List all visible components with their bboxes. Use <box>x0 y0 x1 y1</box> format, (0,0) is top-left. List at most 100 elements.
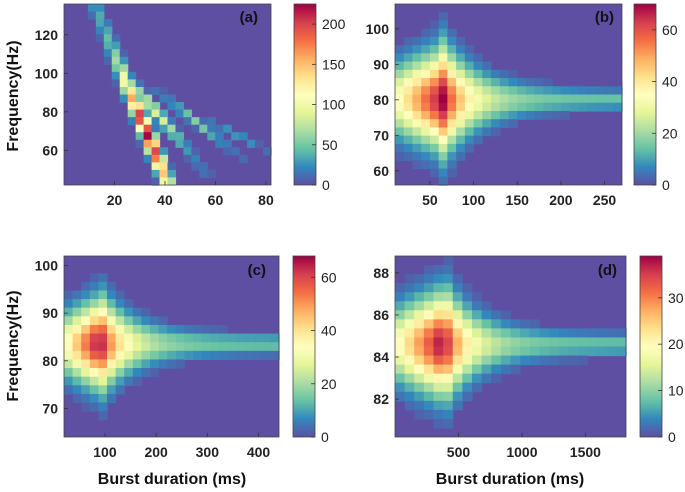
heatmap-cell <box>414 328 425 339</box>
heatmap-cell <box>199 117 208 126</box>
heatmap-cell <box>517 110 527 120</box>
heatmap-cell <box>158 324 168 335</box>
heatmap-cell <box>395 337 406 348</box>
heatmap-cell <box>456 119 466 129</box>
heatmap-cell <box>534 86 545 96</box>
x-ticks-a: 20 40 60 80 <box>107 181 274 208</box>
heatmap-cell <box>510 337 521 348</box>
heatmap-cell <box>95 11 105 20</box>
heatmap-cell <box>223 147 232 156</box>
heatmap-cell <box>443 265 454 275</box>
heatmap-cell <box>433 355 444 366</box>
heatmap-cell <box>456 78 466 87</box>
heatmap-cell <box>447 86 457 96</box>
heatmap-cell <box>438 86 448 96</box>
heatmap-cell <box>447 69 457 79</box>
heatmap-cell <box>111 56 121 65</box>
heatmap-cell <box>452 400 463 411</box>
colorbar-tick-label: 200 <box>322 16 346 32</box>
heatmap-cell <box>175 139 185 148</box>
colorbar-tick-label: 40 <box>321 323 337 339</box>
heatmap-cell <box>473 102 483 112</box>
heatmap-cell <box>143 154 153 163</box>
x-ticks-b: 50 100 150 200 250 <box>422 181 616 208</box>
heatmap-cell <box>414 355 425 366</box>
heatmap-cell <box>167 132 177 141</box>
heatmap-cell <box>395 391 406 402</box>
panel-label-d: (d) <box>598 262 617 279</box>
heatmap-cell <box>412 102 422 112</box>
heatmap-cell <box>543 110 553 120</box>
heatmap-cell <box>491 355 502 366</box>
heatmap-cell <box>429 94 440 104</box>
heatmap-c <box>64 256 280 437</box>
heatmap-cell <box>81 368 91 378</box>
heatmap-cell <box>464 69 475 79</box>
heatmap-cell <box>604 86 614 96</box>
heatmap-cell <box>481 364 492 375</box>
heatmap-cell <box>429 152 440 161</box>
heatmap-cell <box>443 319 454 329</box>
heatmap-cell <box>81 385 91 395</box>
heatmap-cell <box>464 119 475 129</box>
heatmap-cell <box>167 342 177 352</box>
heatmap-cell <box>423 319 435 329</box>
heatmap-cell <box>143 109 153 118</box>
heatmap-cell <box>414 409 425 420</box>
heatmap-cell <box>89 368 99 378</box>
heatmap-cell <box>499 110 510 120</box>
heatmap-cell <box>517 94 527 104</box>
panel-d: 500 1000 1500 82 84 86 88 (d) 0 10 20 30 <box>373 255 684 460</box>
heatmap-cell <box>529 328 540 339</box>
heatmap-cell <box>520 346 531 357</box>
plot-frame-c <box>63 255 280 438</box>
heatmap-cell <box>539 346 550 357</box>
heatmap-cell <box>433 418 444 429</box>
heatmap-cell <box>482 78 492 87</box>
heatmap-cell <box>577 355 589 366</box>
heatmap-cell <box>199 162 208 171</box>
heatmap-cell <box>414 400 425 411</box>
heatmap-cell <box>103 26 113 35</box>
heatmap-cell <box>568 346 579 357</box>
heatmap-cell <box>433 283 444 293</box>
x-ticks-d: 500 1000 1500 <box>447 433 601 460</box>
heatmap-cell <box>481 337 492 348</box>
heatmap-cell <box>464 45 475 54</box>
heatmap-cell <box>423 337 435 348</box>
heatmap-cell <box>98 290 108 300</box>
heatmap-cell <box>472 301 483 311</box>
heatmap-cell <box>151 139 161 148</box>
y-ticks-b: 60 70 80 90 100 <box>366 21 399 179</box>
heatmap-cell <box>456 102 466 112</box>
heatmap-cell <box>500 310 512 320</box>
heatmap-cell <box>64 324 74 335</box>
heatmap-cell <box>456 86 466 96</box>
heatmap-cell <box>595 102 606 112</box>
heatmap-cell <box>613 94 623 104</box>
heatmap-cell <box>452 373 463 384</box>
heatmap-cell <box>143 102 153 111</box>
heatmap-cell <box>115 368 125 378</box>
heatmap-cell <box>438 152 448 161</box>
heatmap-cell <box>158 316 168 326</box>
colorbar-tick-label: 0 <box>322 177 330 193</box>
heatmap-cell <box>414 391 425 402</box>
heatmap-cell <box>141 359 151 369</box>
heatmap-cell <box>103 34 113 43</box>
heatmap-cell <box>616 346 627 357</box>
heatmap-cell <box>151 132 161 141</box>
heatmap-cell <box>429 143 440 153</box>
colorbar-tick-label: 20 <box>662 125 678 141</box>
colorbar-ticks-d: 0 10 20 30 <box>658 290 684 445</box>
heatmap-cell <box>404 382 415 393</box>
heatmap-cell <box>560 110 571 120</box>
heatmap-cell <box>462 292 473 302</box>
heatmap-cell <box>412 36 422 46</box>
heatmap-cell <box>568 337 579 348</box>
heatmap-cell <box>395 53 405 63</box>
heatmap-cell <box>517 86 527 96</box>
heatmap-cell <box>438 168 448 178</box>
heatmap-cell <box>98 385 108 395</box>
heatmap-cell <box>578 102 588 112</box>
